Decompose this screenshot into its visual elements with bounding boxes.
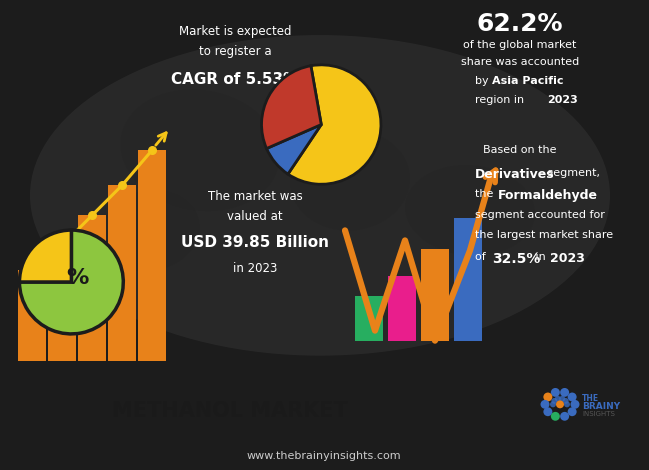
Bar: [78, 215, 106, 360]
Text: in 2023: in 2023: [233, 262, 277, 275]
Text: of the global market: of the global market: [463, 40, 577, 50]
Bar: [355, 297, 383, 341]
Bar: [48, 245, 76, 360]
Text: 62.2%: 62.2%: [477, 12, 563, 36]
Text: %: %: [66, 268, 89, 288]
Circle shape: [556, 400, 564, 408]
Text: of: of: [475, 252, 489, 262]
Circle shape: [555, 396, 561, 402]
Circle shape: [559, 396, 565, 402]
Text: BRAINY: BRAINY: [582, 402, 620, 411]
Bar: [421, 249, 449, 341]
Point: [57, 242, 67, 249]
Bar: [454, 218, 482, 341]
Ellipse shape: [30, 35, 610, 356]
Text: METHANOL MARKET: METHANOL MARKET: [112, 401, 348, 421]
Text: to register a: to register a: [199, 45, 271, 58]
Text: segment,: segment,: [544, 168, 600, 178]
Text: the largest market share: the largest market share: [475, 230, 613, 241]
Text: Derivatives: Derivatives: [475, 168, 555, 181]
Text: 32.5%: 32.5%: [492, 252, 541, 266]
Text: THE: THE: [582, 394, 599, 403]
FancyBboxPatch shape: [38, 283, 86, 313]
Text: by: by: [475, 76, 492, 86]
Wedge shape: [19, 230, 71, 282]
Text: CAGR of 5.53%: CAGR of 5.53%: [171, 72, 299, 87]
Wedge shape: [19, 230, 123, 334]
Wedge shape: [262, 66, 321, 149]
Text: valued at: valued at: [227, 211, 283, 223]
Ellipse shape: [121, 89, 280, 211]
Point: [27, 267, 37, 274]
Text: segment accounted for: segment accounted for: [475, 211, 605, 220]
Bar: [388, 276, 416, 341]
Circle shape: [570, 400, 580, 409]
Circle shape: [560, 388, 569, 397]
Wedge shape: [267, 125, 321, 174]
Circle shape: [551, 388, 560, 397]
Text: www.thebrainyinsights.com: www.thebrainyinsights.com: [247, 451, 401, 461]
Text: INSIGHTS: INSIGHTS: [582, 411, 615, 417]
Ellipse shape: [405, 165, 535, 256]
Text: 2023: 2023: [550, 252, 585, 266]
Ellipse shape: [290, 130, 410, 230]
Circle shape: [550, 401, 556, 407]
Circle shape: [568, 392, 576, 401]
Circle shape: [568, 407, 576, 416]
Text: Asia Pacific: Asia Pacific: [492, 76, 563, 86]
Ellipse shape: [101, 190, 200, 271]
Circle shape: [551, 412, 560, 421]
Point: [87, 212, 97, 219]
Text: USD 39.85 Billion: USD 39.85 Billion: [181, 235, 329, 251]
Text: 2023: 2023: [547, 95, 578, 105]
Wedge shape: [288, 65, 381, 184]
Text: in: in: [532, 252, 549, 262]
Circle shape: [563, 398, 569, 404]
Circle shape: [552, 398, 557, 404]
Text: share was accounted: share was accounted: [461, 57, 579, 67]
Text: the: the: [475, 189, 497, 199]
Bar: [108, 185, 136, 360]
Text: region in: region in: [475, 95, 528, 105]
Text: Market is expected: Market is expected: [178, 25, 291, 38]
Circle shape: [541, 400, 550, 409]
Circle shape: [543, 407, 552, 416]
Text: Formaldehyde: Formaldehyde: [498, 189, 598, 203]
Circle shape: [543, 392, 552, 401]
Circle shape: [564, 401, 570, 407]
Circle shape: [560, 412, 569, 421]
Point: [117, 181, 127, 189]
Text: The market was: The market was: [208, 190, 302, 204]
Point: [147, 147, 157, 154]
Bar: [138, 150, 166, 360]
Text: Based on the: Based on the: [484, 145, 557, 155]
Bar: [18, 271, 46, 360]
